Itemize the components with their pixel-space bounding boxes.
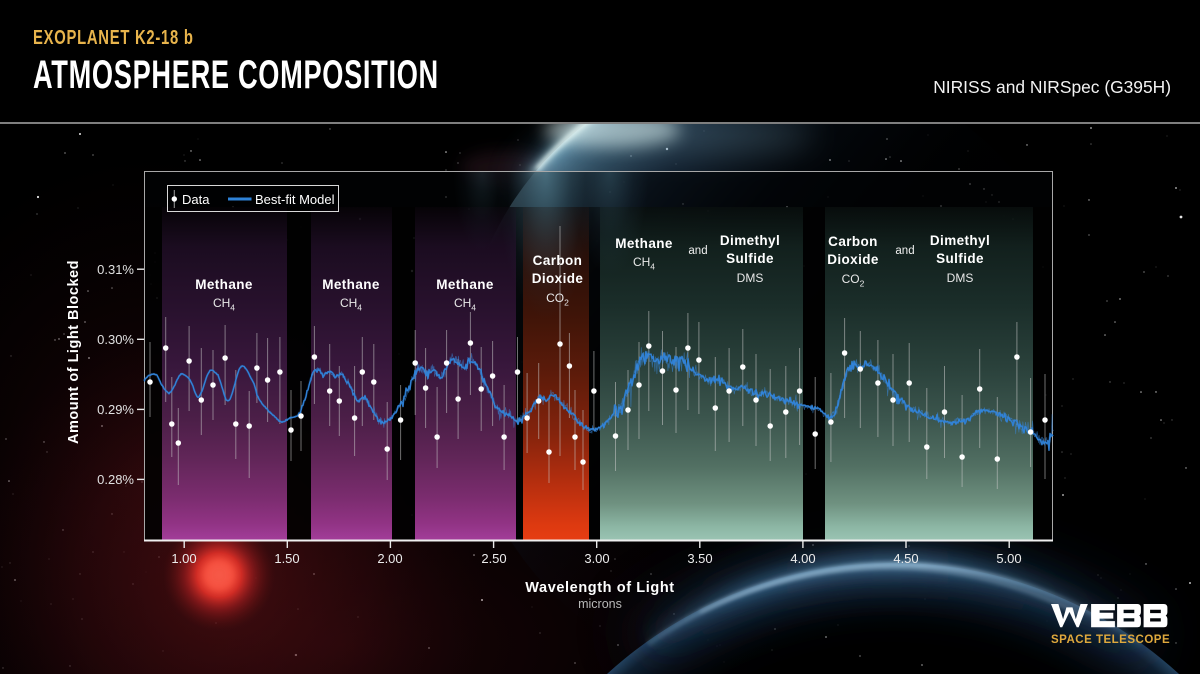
svg-text:SPACE TELESCOPE: SPACE TELESCOPE: [1051, 634, 1170, 646]
